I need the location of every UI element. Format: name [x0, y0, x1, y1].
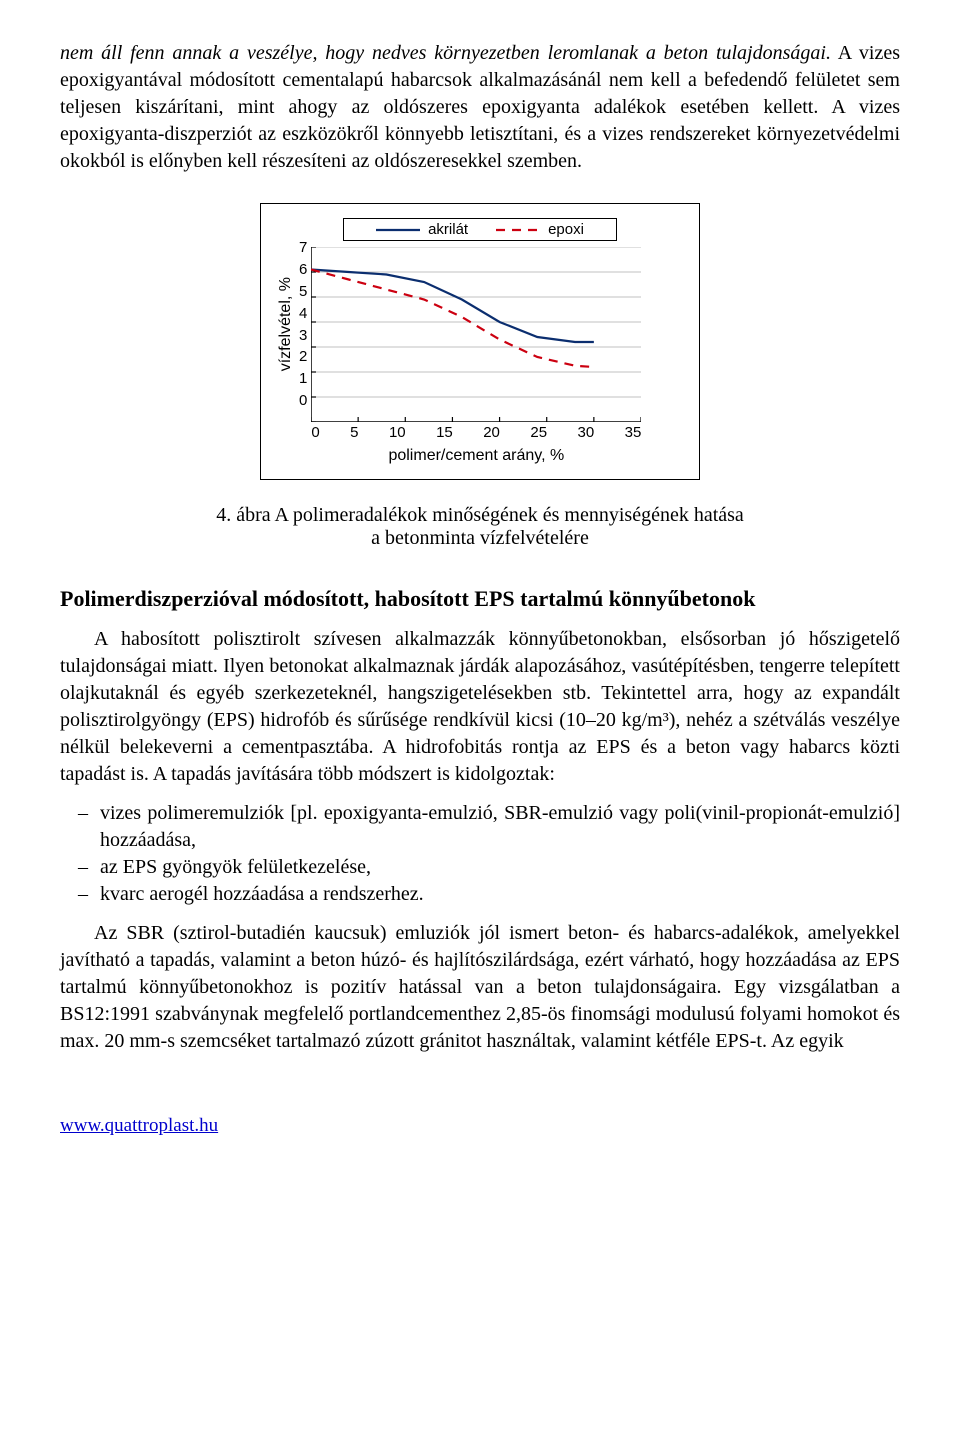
chart-container: akrilát epoxi vízfelvétel, % 76543210 05… [260, 203, 700, 480]
ytick-label: 1 [299, 371, 307, 393]
ytick-label: 6 [299, 262, 307, 284]
ytick-label: 4 [299, 306, 307, 328]
xtick-label: 25 [530, 424, 547, 441]
list-item: kvarc aerogél hozzáadása a rendszerhez. [100, 881, 900, 908]
legend-item-epoxi: epoxi [496, 221, 584, 238]
chart-plot [311, 247, 641, 422]
legend-item-akrilat: akrilát [376, 221, 468, 238]
legend-label-1: epoxi [548, 221, 584, 238]
xtick-label: 10 [389, 424, 406, 441]
method-list: vizes polimeremulziók [pl. epoxigyanta-e… [60, 800, 900, 908]
chart-xlabel: polimer/cement arány, % [311, 447, 641, 465]
caption-line-1: 4. ábra A polimeradalékok minőségének és… [216, 504, 744, 526]
caption-line-2: a betonminta vízfelvételére [371, 527, 589, 549]
chart-yticks: 76543210 [299, 247, 311, 422]
xtick-label: 15 [436, 424, 453, 441]
chart-ylabel: vízfelvétel, % [277, 277, 295, 371]
list-item: az EPS gyöngyök felületkezelése, [100, 854, 900, 881]
paragraph-2: A habosított polisztirolt szívesen alkal… [60, 626, 900, 788]
ytick-label: 2 [299, 349, 307, 371]
paragraph-3: Az SBR (sztirol-butadién kaucsuk) emluzi… [60, 920, 900, 1055]
xtick-label: 20 [483, 424, 500, 441]
footer-link[interactable]: www.quattroplast.hu [60, 1115, 900, 1137]
list-item: vizes polimeremulziók [pl. epoxigyanta-e… [100, 800, 900, 854]
xtick-label: 30 [578, 424, 595, 441]
ytick-label: 3 [299, 328, 307, 350]
xtick-label: 5 [350, 424, 358, 441]
chart-xticks: 0 5 10 15 20 25 30 35 [311, 424, 641, 441]
figure-caption: 4. ábra A polimeradalékok minőségének és… [60, 504, 900, 550]
legend-label-0: akrilát [428, 221, 468, 238]
paragraph-top: nem áll fenn annak a veszélye, hogy nedv… [60, 40, 900, 175]
chart-legend: akrilát epoxi [343, 218, 617, 241]
xtick-label: 35 [625, 424, 642, 441]
xtick-label: 0 [311, 424, 319, 441]
ytick-label: 0 [299, 393, 307, 415]
ytick-label: 5 [299, 284, 307, 306]
section-heading: Polimerdiszperzióval módosított, habosít… [60, 586, 900, 612]
ytick-label: 7 [299, 240, 307, 262]
para-italic: nem áll fenn annak a veszélye, hogy nedv… [60, 42, 831, 64]
